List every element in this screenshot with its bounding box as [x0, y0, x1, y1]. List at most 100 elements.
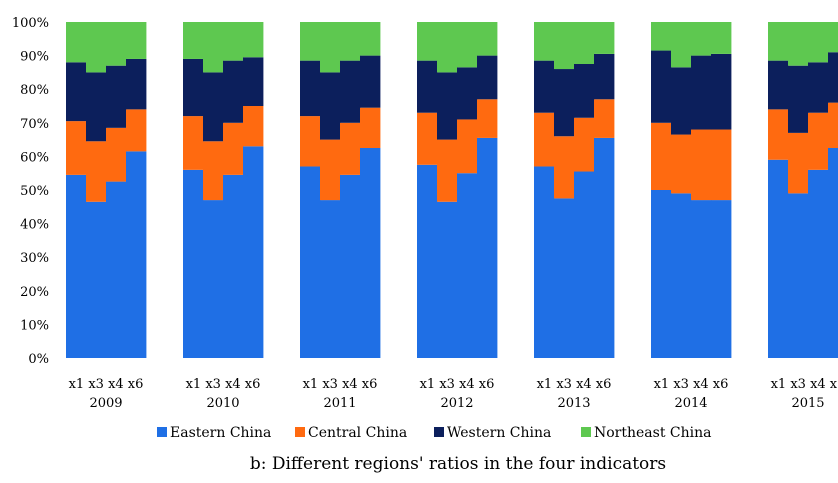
bar-segment-western-china	[243, 57, 264, 106]
bar-segment-northeast-china	[300, 22, 321, 61]
bar-segment-northeast-china	[788, 22, 809, 66]
bar-segment-western-china	[86, 72, 107, 142]
bar-segment-northeast-china	[691, 22, 712, 56]
bar-segment-central-china	[808, 112, 829, 170]
legend-label: Western China	[447, 425, 551, 441]
bar-segment-eastern-china	[243, 146, 264, 358]
bar-segment-central-china	[223, 122, 244, 175]
bar-segment-western-china	[417, 60, 438, 113]
bar-segment-western-china	[183, 58, 204, 117]
bar-segment-western-china	[477, 55, 498, 100]
bar-segment-central-china	[340, 122, 361, 175]
bar-segment-eastern-china	[594, 137, 615, 358]
bar-segment-northeast-china	[768, 22, 789, 61]
bar-segment-northeast-china	[320, 22, 341, 73]
bar-segment-eastern-china	[691, 200, 712, 358]
bar-segment-northeast-china	[651, 22, 672, 51]
bar-segment-central-china	[86, 141, 107, 202]
bar-segment-eastern-china	[66, 174, 87, 358]
bar-segment-western-china	[574, 64, 595, 118]
bar-segment-central-china	[828, 102, 838, 148]
bar-segment-eastern-china	[86, 201, 107, 358]
x-group-label: 2011	[323, 396, 356, 411]
bar-segment-northeast-china	[106, 22, 127, 66]
x-group-label: 2012	[440, 396, 473, 411]
bar-segment-central-china	[66, 121, 87, 175]
bar-segment-eastern-china	[340, 174, 361, 358]
bar-segment-northeast-china	[417, 22, 438, 61]
bar-segment-northeast-china	[711, 22, 732, 54]
bar-segment-eastern-china	[534, 166, 555, 358]
legend-label: Central China	[308, 425, 407, 441]
bar-segment-eastern-china	[300, 166, 321, 358]
bar-segment-western-china	[457, 67, 478, 120]
bar-segment-western-china	[691, 55, 712, 130]
bar-segment-central-china	[183, 116, 204, 170]
bar-segment-central-china	[574, 117, 595, 172]
bar-segment-western-china	[808, 62, 829, 113]
bar-segment-western-china	[66, 62, 87, 122]
bar-segment-eastern-china	[360, 148, 381, 358]
bar-segment-central-china	[711, 129, 732, 201]
legend-swatch	[295, 427, 305, 437]
bar-segment-western-china	[828, 52, 838, 103]
bar-segment-northeast-china	[183, 22, 204, 59]
bar-segment-northeast-china	[554, 22, 575, 70]
chart-caption: b: Different regions' ratios in the four…	[250, 454, 666, 474]
bar-segment-eastern-china	[651, 190, 672, 358]
y-axis: 0% 10% 20% 30% 40% 50% 60% 70% 80% 90% 100%	[12, 16, 49, 367]
y-tick-label: 70%	[20, 117, 49, 132]
bar-segment-northeast-china	[477, 22, 498, 56]
x-category-labels: x1 x3 x4 x6	[69, 377, 144, 392]
bar-segment-western-china	[651, 50, 672, 123]
bar-segment-western-china	[320, 72, 341, 140]
bar-segment-northeast-china	[86, 22, 107, 73]
bar-segment-eastern-china	[183, 169, 204, 358]
legend-swatch	[434, 427, 444, 437]
bar-segment-central-china	[300, 116, 321, 167]
bars	[66, 22, 838, 358]
x-category-labels: x1 x3 x4 x6	[771, 377, 838, 392]
bar-segment-central-china	[477, 99, 498, 138]
bar-segment-eastern-china	[477, 137, 498, 358]
y-tick-label: 10%	[20, 318, 49, 333]
bar-segment-central-china	[417, 112, 438, 165]
bar-segment-central-china	[437, 139, 458, 202]
bar-segment-northeast-china	[828, 22, 838, 53]
x-category-labels: x1 x3 x4 x6	[537, 377, 612, 392]
bar-segment-central-china	[243, 106, 264, 147]
bar-segment-northeast-china	[223, 22, 244, 61]
bar-segment-central-china	[203, 141, 224, 201]
y-tick-label: 30%	[20, 251, 49, 266]
y-tick-label: 50%	[20, 184, 49, 199]
x-group-label: 2013	[557, 396, 590, 411]
bar-segment-western-china	[437, 72, 458, 140]
y-tick-label: 90%	[20, 50, 49, 65]
x-group-label: 2015	[791, 396, 824, 411]
bar-segment-northeast-china	[360, 22, 381, 56]
bar-segment-central-china	[126, 109, 147, 152]
bar-segment-northeast-china	[457, 22, 478, 68]
bar-segment-northeast-china	[808, 22, 829, 63]
bar-segment-central-china	[554, 136, 575, 199]
bar-segment-eastern-china	[828, 148, 838, 358]
bar-segment-central-china	[360, 107, 381, 148]
bar-segment-northeast-china	[126, 22, 147, 59]
legend-swatch	[581, 427, 591, 437]
bar-segment-eastern-china	[417, 164, 438, 358]
bar-segment-central-china	[106, 127, 127, 182]
bar-segment-western-china	[300, 60, 321, 117]
x-group-label: 2010	[206, 396, 239, 411]
legend-label: Northeast China	[594, 425, 711, 441]
bar-segment-eastern-china	[203, 200, 224, 358]
bar-segment-eastern-china	[788, 193, 809, 358]
x-category-labels: x1 x3 x4 x6	[303, 377, 378, 392]
bar-segment-eastern-china	[671, 193, 692, 358]
x-category-labels: x1 x3 x4 x6	[186, 377, 261, 392]
bar-segment-eastern-china	[106, 181, 127, 358]
y-tick-label: 100%	[12, 16, 49, 31]
bar-segment-western-china	[203, 72, 224, 142]
bar-segment-northeast-china	[340, 22, 361, 61]
bar-segment-northeast-china	[66, 22, 87, 63]
bar-segment-northeast-china	[671, 22, 692, 68]
